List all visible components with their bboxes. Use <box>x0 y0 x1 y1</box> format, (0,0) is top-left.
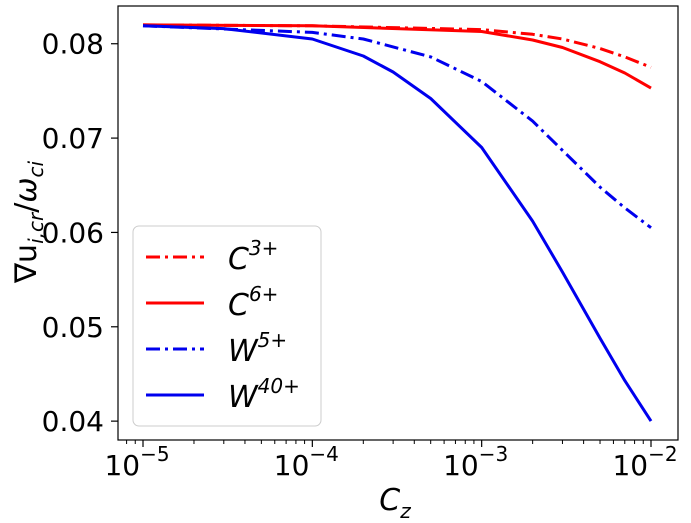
legend: C3+ C6+ W5+ W40+ <box>132 225 322 427</box>
series-line-c6plus <box>142 23 652 90</box>
x-tick-label: 10−3 <box>443 442 508 482</box>
y-tick-label: 0.04 <box>42 405 104 438</box>
x-tick-label: 10−4 <box>274 442 339 482</box>
series-line-w40plus <box>142 24 653 422</box>
legend-label: W40+ <box>228 374 300 415</box>
x-axis-title: Cz <box>379 483 411 523</box>
legend-box <box>132 225 322 427</box>
series-line-w5plus <box>142 24 652 229</box>
legend-label: W5+ <box>228 328 287 369</box>
y-tick-label: 0.06 <box>42 216 104 249</box>
y-axis-title: ∇ui,cr/ωci <box>9 161 48 284</box>
x-tick-label: 10−5 <box>104 442 169 482</box>
y-tick-label: 0.05 <box>42 311 104 344</box>
x-tick-label: 10−2 <box>612 442 677 482</box>
y-tick-label: 0.08 <box>42 28 104 61</box>
legend-label: C3+ <box>228 236 278 277</box>
legend-label: C6+ <box>228 282 278 323</box>
y-tick-label: 0.07 <box>42 122 104 155</box>
plot-area <box>142 23 653 422</box>
axes-frame <box>117 5 679 441</box>
axis-ticks: 10−5 10−4 10−3 10−2 0.04 0.05 0.06 0.07 0.08 <box>42 28 678 482</box>
